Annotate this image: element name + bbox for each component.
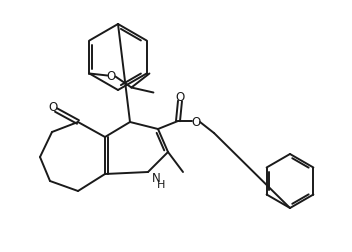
Text: H: H [157, 179, 165, 189]
Text: N: N [152, 171, 161, 184]
Text: O: O [48, 100, 58, 113]
Text: O: O [191, 115, 201, 128]
Text: O: O [107, 70, 116, 83]
Text: O: O [175, 90, 185, 103]
